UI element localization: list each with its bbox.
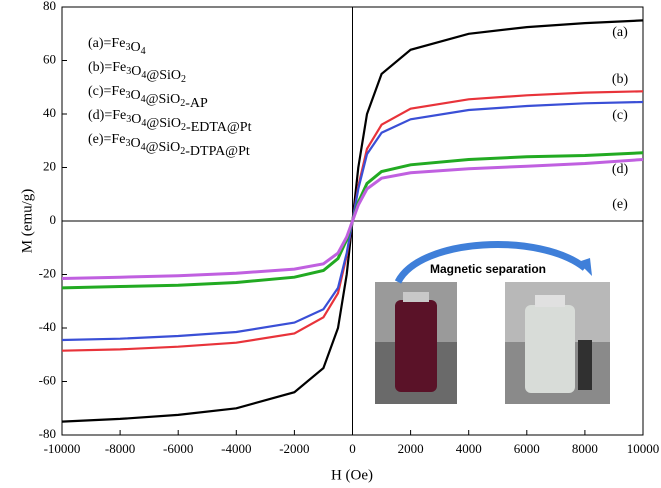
bottle-left: [395, 300, 437, 392]
legend-entry: (e)=Fe3O4@SiO2-DTPA@Pt: [88, 132, 250, 159]
y-axis-title: M (emu/g): [19, 189, 35, 254]
bottle-right: [525, 305, 575, 393]
x-tick-label: 10000: [627, 441, 660, 456]
legend-entry: (a)=Fe3O4: [88, 36, 146, 57]
arrow-head: [578, 258, 592, 276]
y-tick-label: -80: [39, 426, 56, 441]
inset-label: Magnetic separation: [430, 262, 546, 276]
x-tick-label: -2000: [279, 441, 309, 456]
x-tick-label: 0: [349, 441, 356, 456]
x-tick-label: 6000: [514, 441, 540, 456]
curve-label: (c): [612, 108, 628, 123]
x-tick-label: -4000: [221, 441, 251, 456]
x-tick-label: 8000: [572, 441, 598, 456]
x-tick-label: -6000: [163, 441, 193, 456]
legend-entry: (c)=Fe3O4@SiO2-AP: [88, 84, 208, 111]
curve-label: (a): [612, 25, 628, 40]
y-tick-label: 60: [43, 51, 56, 66]
y-tick-label: 40: [43, 105, 56, 120]
curve-label: (e): [612, 197, 628, 212]
legend-entry: (b)=Fe3O4@SiO2: [88, 60, 186, 85]
bottle-left-neck: [403, 292, 429, 302]
series-line: [61, 158, 644, 280]
x-tick-label: -10000: [44, 441, 81, 456]
legend-entry: (d)=Fe3O4@SiO2-EDTA@Pt: [88, 108, 252, 135]
y-tick-label: -60: [39, 372, 56, 387]
bottle-right-neck: [535, 295, 565, 307]
y-tick-label: 20: [43, 158, 56, 173]
x-tick-label: -8000: [105, 441, 135, 456]
curve-label: (d): [612, 162, 629, 177]
y-tick-label: -40: [39, 319, 56, 334]
arrow: [394, 241, 588, 284]
x-tick-label: 2000: [398, 441, 424, 456]
curve-label: (b): [612, 72, 629, 87]
inset-photo: [375, 241, 610, 404]
y-tick-label: -20: [39, 265, 56, 280]
y-tick-label: 80: [43, 0, 56, 13]
x-tick-label: 4000: [456, 441, 482, 456]
y-tick-label: 0: [50, 212, 57, 227]
magnet: [578, 340, 592, 390]
x-axis-title: H (Oe): [331, 467, 373, 483]
